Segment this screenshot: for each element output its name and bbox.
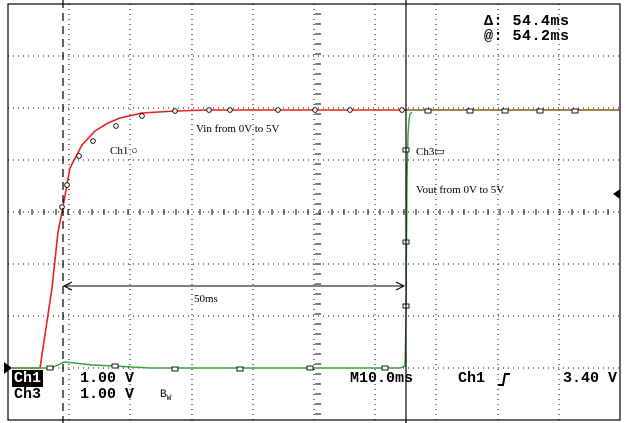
trigger-level-readout: 3.40 V xyxy=(563,370,618,387)
ch3-sample-marker xyxy=(571,108,579,114)
interval-arrow xyxy=(62,281,406,291)
ch1-sample-marker xyxy=(399,107,405,113)
traces xyxy=(12,107,620,372)
ch1-channel-label[interactable]: Ch1 xyxy=(12,370,44,387)
ch3-sample-marker xyxy=(46,365,54,371)
cursors xyxy=(4,0,620,423)
cursor-delta-readout: Δ: 54.4ms xyxy=(484,13,570,30)
ch1-sample-marker xyxy=(90,138,96,144)
ch3-sample-marker xyxy=(466,108,474,114)
cursor-position-readout: @: 54.2ms xyxy=(484,28,570,45)
vin-annotation: Vin from 0V to 5V xyxy=(196,123,280,135)
ch3-marker-annotation: Ch3▭ xyxy=(416,146,445,158)
ch3-sample-marker xyxy=(381,365,389,371)
ch3-volts-per-div: 1.00 V xyxy=(80,386,135,403)
ch1-sample-marker xyxy=(172,108,178,114)
ch1-sample-marker xyxy=(64,182,70,188)
graticule xyxy=(7,3,621,421)
ch1-status[interactable]: Ch1 xyxy=(12,370,44,387)
ch3-sample-marker xyxy=(424,108,432,114)
ground-level-marker[interactable] xyxy=(4,362,12,374)
ch1-sample-marker xyxy=(76,153,82,159)
ch3-sample-marker xyxy=(306,365,314,371)
ch3-marker-text: Ch3 xyxy=(416,146,435,158)
ch1-sample-marker xyxy=(206,107,212,113)
interval-annotation: 50ms xyxy=(194,293,218,305)
ch1-volts-per-div: 1.00 V xyxy=(80,370,135,387)
trace-markers xyxy=(46,107,579,372)
ch1-marker-icon: ○ xyxy=(128,145,138,157)
trigger-level-arrow-icon[interactable] xyxy=(613,189,620,199)
ch3-trace xyxy=(12,111,413,369)
ch3-sample-marker xyxy=(501,108,509,114)
rising-edge-icon xyxy=(498,373,510,386)
ch3-sample-marker xyxy=(236,366,244,372)
trigger-source-readout: Ch1 xyxy=(458,370,486,387)
ch1-trace xyxy=(12,109,406,369)
bandwidth-label: B xyxy=(160,389,167,401)
ch1-sample-marker xyxy=(113,123,119,129)
ch3-channel-label[interactable]: Ch3 xyxy=(14,386,42,403)
timebase-readout: M10.0ms xyxy=(350,370,414,387)
ch1-sample-marker xyxy=(59,204,65,210)
ch1-sample-marker xyxy=(347,107,353,113)
ch3-sample-marker xyxy=(111,363,119,369)
ch3-sample-marker xyxy=(536,108,544,114)
bandwidth-sub: W xyxy=(166,394,172,404)
ch3-marker-icon: ▭ xyxy=(434,146,445,158)
ch1-marker-text: Ch1 xyxy=(110,145,129,157)
ch1-marker-annotation: Ch1 ○ xyxy=(110,145,138,157)
ch1-sample-marker xyxy=(227,107,233,113)
ch3-sample-marker xyxy=(171,366,179,372)
ch1-sample-marker xyxy=(275,107,281,113)
ch1-sample-marker xyxy=(139,113,145,119)
vout-annotation: Vout from 0V to 5V xyxy=(416,184,505,196)
ch1-sample-marker xyxy=(312,107,318,113)
bandwidth-limit-indicator: BW xyxy=(160,390,171,404)
